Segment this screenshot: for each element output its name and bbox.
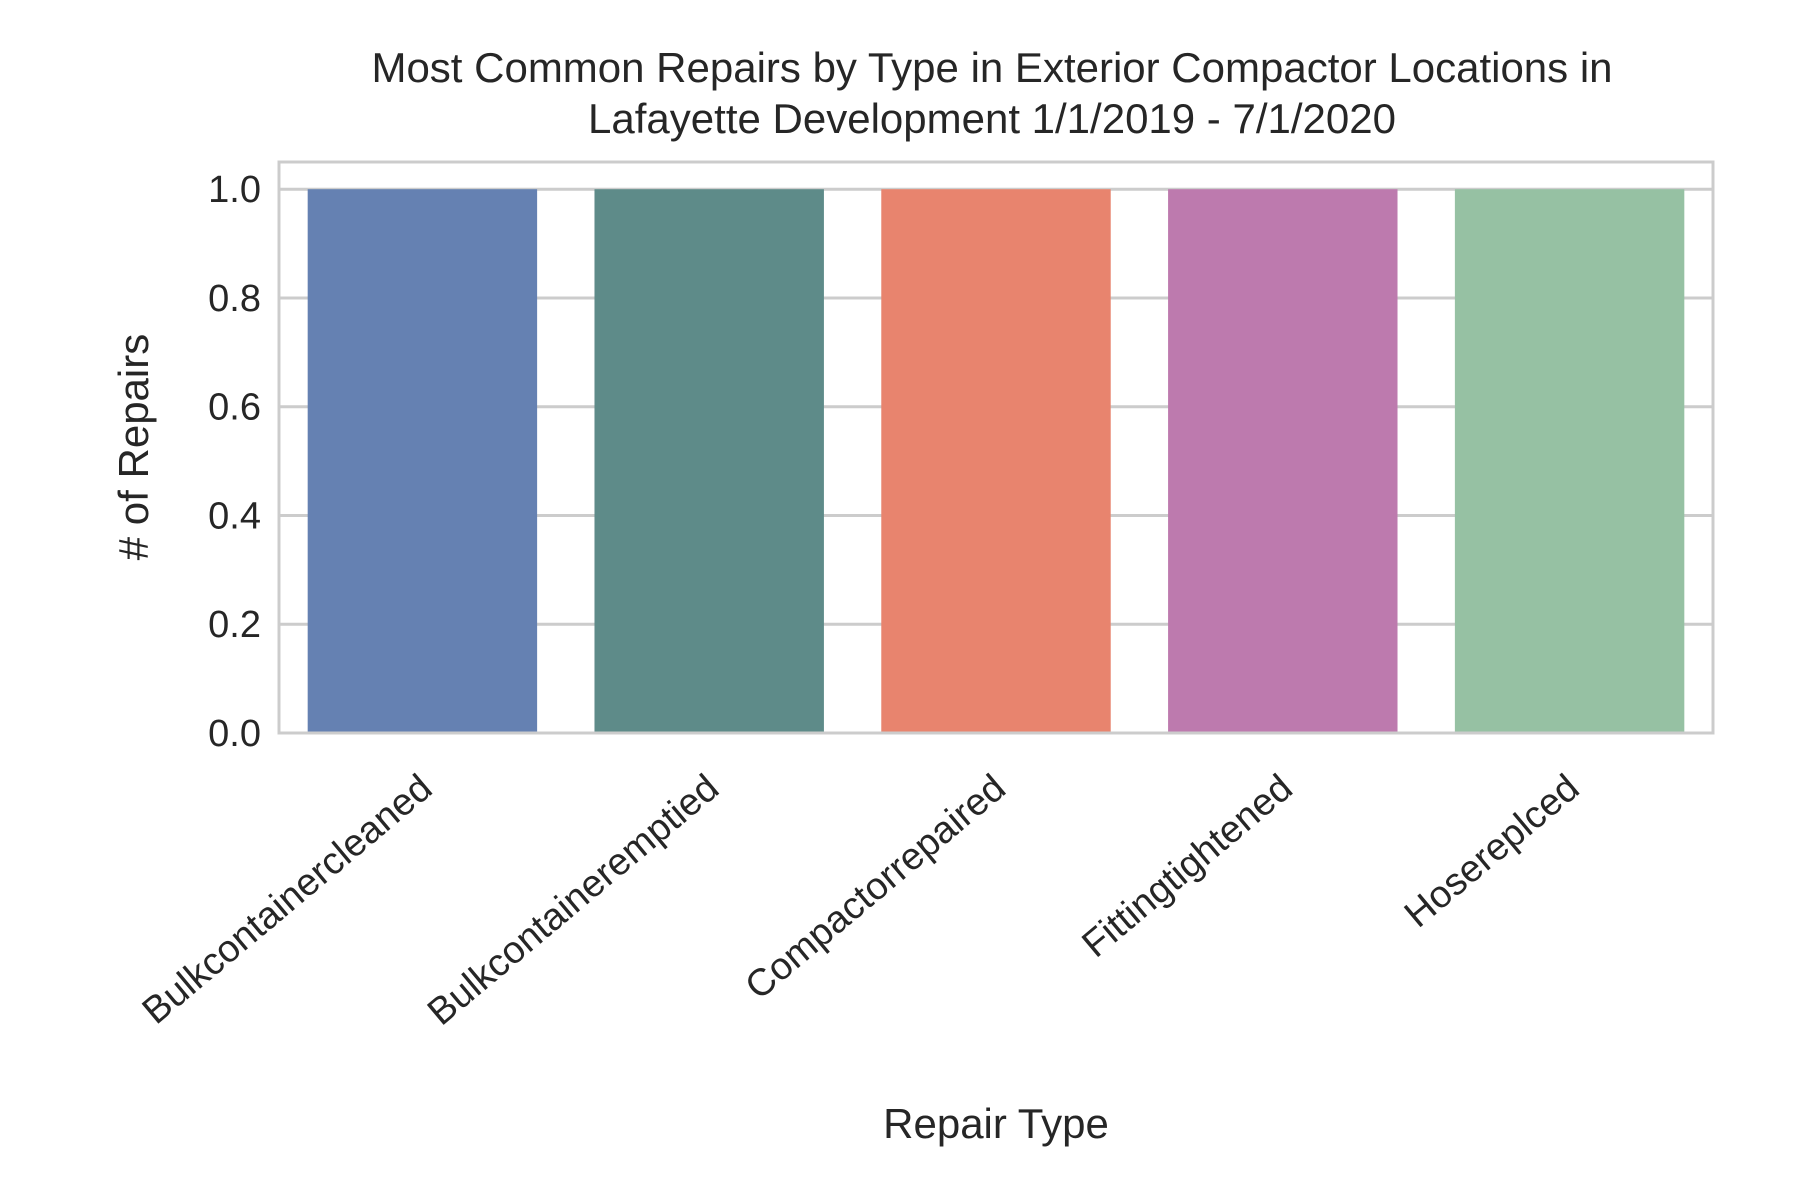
bar-fittingtightened — [1168, 189, 1398, 733]
plot-frame — [277, 160, 1715, 735]
y-axis-ticks: 0.0 0.2 0.4 0.6 0.8 1.0 — [208, 169, 261, 755]
y-axis-label: # of Repairs — [110, 334, 157, 560]
chart-title-line-2: Lafayette Development 1/1/2019 - 7/1/202… — [588, 95, 1396, 142]
x-tick-label: Hosereplced — [1397, 767, 1587, 936]
chart-title-line-1: Most Common Repairs by Type in Exterior … — [371, 44, 1612, 91]
x-axis-ticks: BulkcontainercleanedBulkcontaineremptied… — [135, 767, 1588, 1034]
y-tick-label: 0.8 — [208, 278, 261, 320]
y-tick-label: 0.4 — [208, 495, 261, 537]
x-axis-label: Repair Type — [883, 1100, 1109, 1147]
y-tick-label: 0.0 — [208, 713, 261, 755]
x-tick-label: Bulkcontaineremptied — [420, 767, 727, 1034]
bar-hosereplced — [1454, 189, 1685, 733]
x-tick-label: Compactorrepaired — [738, 767, 1014, 1008]
y-tick-label: 1.0 — [208, 169, 261, 211]
bar-bulkcontaineremptied — [594, 189, 824, 733]
bars — [307, 189, 1685, 733]
y-tick-label: 0.2 — [208, 604, 261, 646]
chart-title: Most Common Repairs by Type in Exterior … — [371, 44, 1612, 142]
y-tick-label: 0.6 — [208, 387, 261, 429]
x-tick-label: Bulkcontainercleaned — [135, 767, 440, 1033]
bar-compactorrepaired — [881, 189, 1111, 733]
bar-bulkcontainercleaned — [307, 189, 538, 733]
x-tick-label: Fittingtightened — [1075, 767, 1301, 966]
